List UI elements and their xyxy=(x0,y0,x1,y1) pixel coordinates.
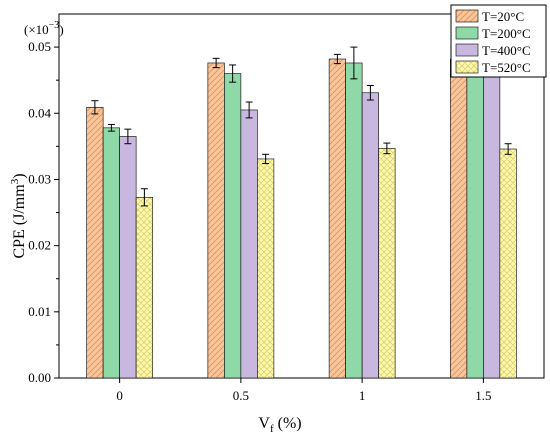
bar xyxy=(135,197,153,379)
x-tick-label: 0 xyxy=(116,388,123,403)
bar xyxy=(361,92,379,379)
bar xyxy=(207,62,225,379)
x-tick-label: 1.5 xyxy=(475,388,491,403)
y-tick-label: 0.01 xyxy=(28,304,51,319)
y-tick-label: 0.03 xyxy=(28,171,51,186)
legend-swatch xyxy=(455,9,479,23)
legend-label: T=400°C xyxy=(482,43,531,58)
bar xyxy=(119,136,137,379)
y-multiplier: (×10−3) xyxy=(24,20,64,37)
bar xyxy=(483,63,501,379)
legend-label: T=20°C xyxy=(482,9,524,24)
legend-swatch xyxy=(455,26,479,40)
legend: T=20°C T=200°C T=400°C T=520°C xyxy=(450,4,547,78)
y-tick-label: 0.05 xyxy=(28,39,51,54)
x-tick-label: 0.5 xyxy=(233,388,249,403)
x-tick-label: 1 xyxy=(359,388,366,403)
bar xyxy=(240,109,258,379)
bar xyxy=(86,107,104,379)
legend-label: T=200°C xyxy=(482,26,531,41)
legend-label: T=520°C xyxy=(482,60,531,75)
bar xyxy=(328,58,346,379)
y-axis-title: CPE (J/mm3) xyxy=(9,173,28,258)
y-tick-label: 0.00 xyxy=(28,370,51,385)
bar xyxy=(345,62,363,379)
bar xyxy=(378,148,396,379)
plot-frame xyxy=(58,13,545,379)
bar xyxy=(466,60,484,379)
bar xyxy=(102,127,120,379)
bar xyxy=(257,158,275,379)
y-tick-label: 0.02 xyxy=(28,238,51,253)
y-tick-label: 0.04 xyxy=(28,105,51,120)
x-axis-title: Vf (%) xyxy=(258,415,301,435)
plot-area: 0.00 0.01 0.02 0.03 0.04 0.05 0 0.5 1 1.5 xyxy=(28,13,545,403)
legend-swatch xyxy=(455,60,479,74)
bar xyxy=(450,58,468,379)
bar xyxy=(499,148,517,379)
bar xyxy=(224,73,242,379)
legend-swatch xyxy=(455,43,479,57)
